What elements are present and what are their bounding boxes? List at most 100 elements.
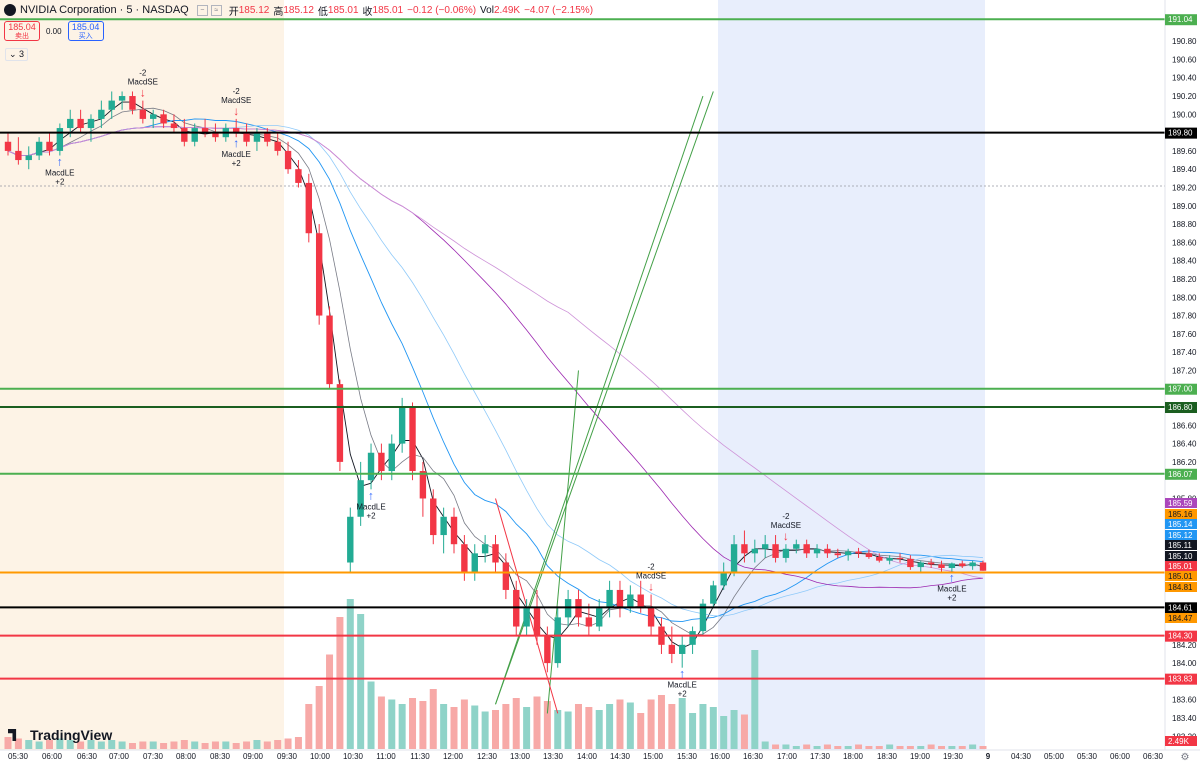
signal-label: -2 (782, 512, 790, 521)
x-tick-label: 09:00 (243, 752, 264, 761)
volume-bar (149, 741, 157, 749)
candle-body (87, 118, 95, 129)
candle-body (25, 155, 32, 161)
x-tick-label: 08:30 (210, 752, 231, 761)
candle-body (948, 563, 956, 568)
volume-bar (606, 704, 614, 749)
x-tick-label: 08:00 (176, 752, 197, 761)
volume-bar (45, 740, 53, 749)
candle-body (523, 608, 530, 627)
candle-body (761, 544, 769, 549)
candle-body (232, 128, 240, 133)
volume-bar (896, 746, 904, 749)
candle-body (616, 589, 624, 609)
volume-bar (958, 746, 966, 749)
volume-bar (367, 681, 375, 749)
candle-body (461, 544, 468, 572)
y-tick-label: 189.00 (1172, 202, 1197, 211)
price-badge-label: 185.10 (1168, 552, 1193, 561)
y-tick-label: 188.60 (1172, 238, 1197, 247)
candle-body (450, 516, 458, 545)
short-signal-arrow-icon: ↓ (233, 104, 239, 118)
level-badge-label: 187.00 (1168, 385, 1193, 394)
volume-bar (284, 738, 292, 749)
candle-body (481, 544, 489, 554)
volume-bar (4, 737, 12, 749)
short-signal-arrow-icon: ↓ (140, 86, 146, 100)
price-badge (1165, 540, 1197, 550)
volume-bar (336, 617, 344, 749)
volume-bar (201, 743, 209, 749)
volume-bar (740, 714, 748, 749)
minus-icon[interactable]: − (196, 4, 208, 16)
candle-body (98, 109, 105, 119)
symbol-header: NVIDIA Corporation · 5 · NASDAQ − ≈ 开 185… (0, 0, 1000, 20)
price-badge (1165, 519, 1197, 529)
candle-body (959, 563, 966, 567)
y-tick-label: 184.20 (1172, 641, 1197, 650)
x-tick-label: 16:30 (743, 752, 764, 761)
candle-body (150, 114, 157, 119)
y-tick-label: 186.60 (1172, 421, 1197, 430)
volume-bar (87, 740, 95, 749)
candle-body (896, 557, 904, 559)
sell-button[interactable]: 185.04 卖出 (4, 21, 40, 41)
low-value: 185.01 (327, 4, 359, 16)
candle-body (118, 96, 126, 101)
x-tick-label: 12:00 (443, 752, 464, 761)
x-tick-label: 13:00 (510, 752, 531, 761)
level-badge-label: 189.80 (1168, 129, 1193, 138)
candle-body (668, 644, 676, 654)
symbol-title[interactable]: NVIDIA Corporation · 5 · NASDAQ (20, 4, 189, 16)
candle-body (357, 480, 364, 517)
candle-body (596, 608, 603, 627)
volume-bar (429, 689, 437, 749)
volume-bar (647, 699, 655, 749)
x-tick-label: 19:30 (943, 752, 964, 761)
candle-body (533, 608, 541, 636)
volume-bar (471, 705, 479, 749)
candle-body (793, 544, 800, 549)
volume-bar (14, 738, 22, 749)
signal-label: -2 (648, 563, 656, 572)
volume-bar (419, 701, 427, 749)
volume-bar (751, 650, 759, 749)
price-badge-label: 184.47 (1168, 614, 1193, 623)
volume-bar (128, 743, 136, 749)
candle-body (15, 150, 22, 161)
y-tick-label: 190.20 (1172, 92, 1197, 101)
x-tick-label: 07:00 (109, 752, 130, 761)
volume-bar (886, 744, 894, 749)
level-badge (1165, 468, 1197, 480)
volume-bar (232, 743, 240, 749)
candle-body (170, 123, 178, 129)
price-badge (1165, 561, 1197, 571)
candle-body (191, 128, 198, 142)
volume-bar (938, 746, 946, 749)
volume-bar (326, 654, 334, 749)
price-badge-label: 185.11 (1168, 541, 1192, 550)
volume-bar (305, 704, 313, 749)
candle-body (336, 384, 344, 462)
settings-gear-icon[interactable]: ⚙ (1181, 752, 1190, 763)
buy-button[interactable]: 185.04 买入 (67, 21, 104, 41)
indicators-collapse-button[interactable]: ⌄ 3 (5, 48, 29, 61)
candle-body (710, 585, 717, 604)
candle-body (108, 100, 115, 110)
volume-bar (823, 744, 831, 749)
volume-bar (180, 740, 188, 749)
price-badge-label: 185.01 (1168, 562, 1193, 571)
volume-bar (554, 710, 562, 749)
volume-bar (502, 704, 510, 749)
volume-bar (77, 741, 85, 749)
candle-body (741, 544, 748, 554)
x-tick-label: 05:00 (1044, 752, 1065, 761)
y-tick-label: 188.20 (1172, 275, 1197, 284)
y-tick-label: 187.60 (1172, 330, 1197, 339)
approx-icon[interactable]: ≈ (210, 4, 222, 16)
volume-bar (834, 746, 842, 749)
ma-lightpurple-line (7, 126, 984, 579)
open-value: 185.12 (238, 4, 270, 16)
